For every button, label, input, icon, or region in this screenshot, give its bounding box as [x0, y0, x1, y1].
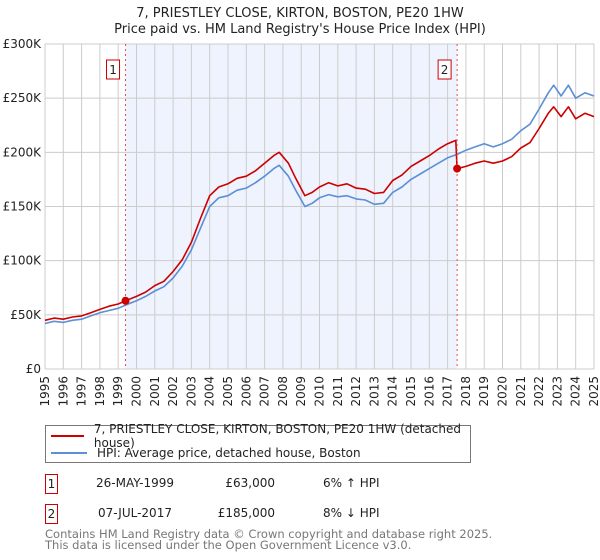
y-tick-label: £300K: [3, 37, 43, 51]
sale-label-box: [106, 59, 121, 80]
x-tick-label: 2025: [587, 376, 600, 407]
x-tick-label: 2001: [148, 376, 162, 407]
y-tick-label: £150K: [3, 200, 43, 214]
x-tick-label: 2017: [441, 376, 455, 407]
x-tick-label: 1995: [38, 376, 52, 407]
y-tick-label: £0: [26, 362, 41, 376]
price-chart: 7, PRIESTLEY CLOSE, KIRTON, BOSTON, PE20…: [3, 6, 600, 407]
sale-price: £63,000: [225, 476, 275, 490]
legend-item-property: 7, PRIESTLEY CLOSE, KIRTON, BOSTON, PE20…: [46, 422, 470, 450]
sale-point: [121, 296, 130, 305]
x-tick-label: 2021: [514, 376, 528, 407]
x-tick-label: 2002: [166, 376, 180, 407]
x-tick-label: 2006: [239, 376, 253, 407]
legend-label: HPI: Average price, detached house, Bost…: [97, 446, 361, 460]
sale-label: 1: [109, 63, 117, 77]
x-tick-label: 1999: [111, 376, 125, 407]
sale-point: [453, 164, 462, 173]
x-tick-label: 1998: [93, 376, 107, 407]
footer-licence: This data is licensed under the Open Gov…: [45, 538, 412, 552]
y-tick-label: £100K: [3, 254, 43, 268]
x-tick-label: 2009: [294, 376, 308, 407]
sale-price: £185,000: [217, 506, 275, 520]
x-tick-label: 2012: [349, 376, 363, 407]
x-tick-label: 2011: [331, 376, 345, 407]
y-tick-label: £200K: [3, 145, 43, 159]
sale-badge: 1: [45, 474, 58, 494]
x-tick-label: 2023: [550, 376, 564, 407]
sale-date: 07-JUL-2017: [98, 506, 172, 520]
x-tick-label: 1996: [56, 376, 70, 407]
legend-item-hpi: HPI: Average price, detached house, Bost…: [46, 445, 361, 461]
legend-swatch-red: [51, 435, 84, 437]
sale-hpi-diff: 6% ↑ HPI: [323, 476, 380, 490]
chart-subtitle: Price paid vs. HM Land Registry's House …: [114, 22, 486, 37]
x-tick-label: 2004: [203, 376, 217, 407]
y-tick-label: £250K: [3, 91, 43, 105]
x-tick-label: 2020: [496, 376, 510, 407]
legend-label: 7, PRIESTLEY CLOSE, KIRTON, BOSTON, PE20…: [93, 422, 462, 450]
sale-badge: 2: [45, 504, 58, 524]
x-tick-label: 2010: [313, 376, 327, 407]
x-tick-label: 2022: [532, 376, 546, 407]
x-tick-label: 2007: [258, 376, 272, 407]
x-tick-label: 2005: [221, 376, 235, 407]
x-tick-label: 2015: [404, 376, 418, 407]
footer-copyright: Contains HM Land Registry data © Crown c…: [45, 527, 493, 541]
hpi-line: [44, 84, 595, 325]
x-tick-label: 2000: [130, 376, 144, 407]
sale-date: 26-MAY-1999: [95, 476, 174, 490]
legend: 7, PRIESTLEY CLOSE, KIRTON, BOSTON, PE20…: [45, 422, 471, 463]
x-tick-label: 2019: [477, 376, 491, 407]
sale-label-box: [437, 59, 452, 80]
chart-title: 7, PRIESTLEY CLOSE, KIRTON, BOSTON, PE20…: [136, 6, 464, 21]
sale-hpi-diff: 8% ↓ HPI: [323, 506, 380, 520]
x-tick-label: 2008: [276, 376, 290, 407]
x-tick-label: 2014: [386, 376, 400, 407]
x-tick-label: 2024: [569, 376, 583, 407]
legend-swatch-blue: [51, 452, 87, 454]
sale-label: 2: [441, 63, 449, 77]
y-tick-label: £50K: [10, 308, 42, 322]
x-tick-label: 2003: [184, 376, 198, 407]
sale-row-1: 1 26-MAY-1999 £63,000 6% ↑ HPI: [45, 474, 445, 494]
x-tick-label: 2013: [367, 376, 381, 407]
x-tick-label: 1997: [75, 376, 89, 407]
property-price-line: [44, 106, 595, 322]
footer: Contains HM Land Registry data © Crown c…: [45, 527, 493, 552]
sale-row-2: 2 07-JUL-2017 £185,000 8% ↓ HPI: [45, 504, 445, 524]
x-tick-label: 2018: [459, 376, 473, 407]
x-tick-label: 2016: [422, 376, 436, 407]
